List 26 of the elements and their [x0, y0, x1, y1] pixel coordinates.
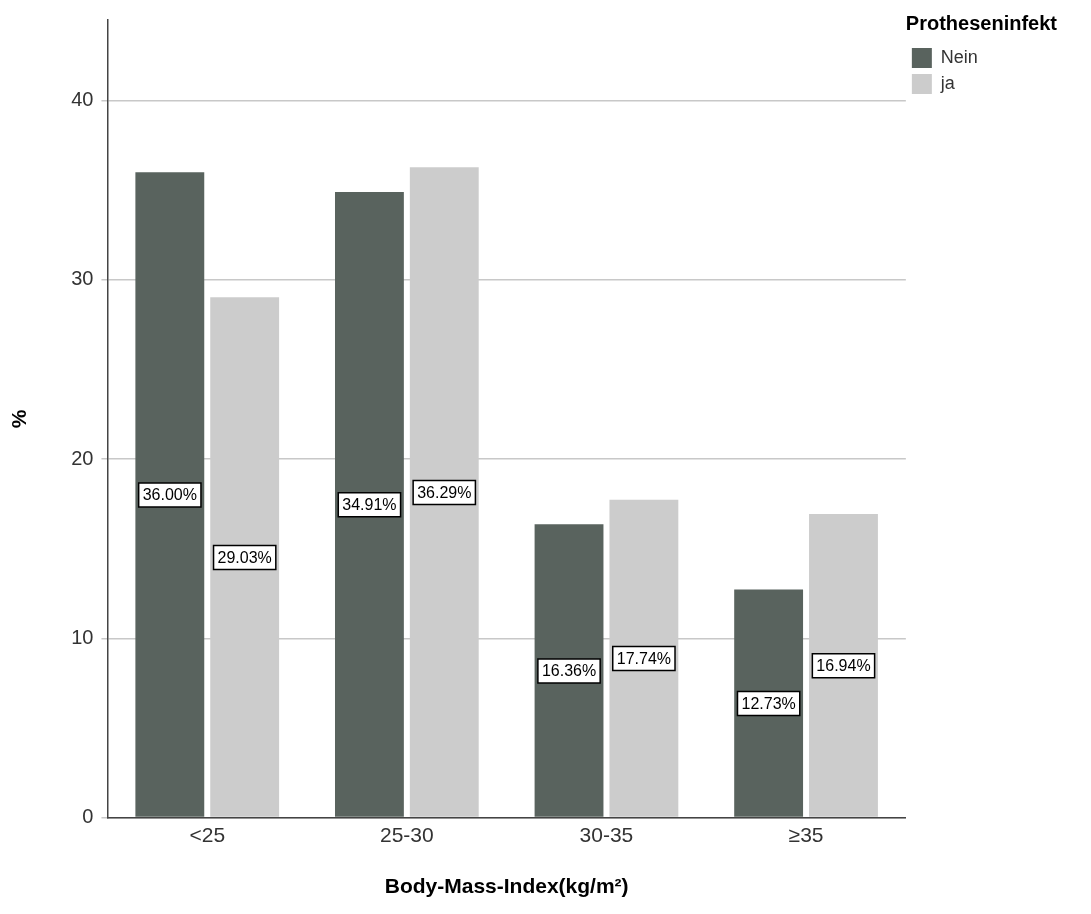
data-label: 17.74% [616, 650, 672, 668]
data-label: 34.91% [342, 496, 397, 514]
y-tick-label: 0 [82, 805, 94, 828]
data-label: 16.94% [816, 657, 871, 675]
x-tick-label: 30-35 [579, 823, 634, 846]
data-label: 36.29% [417, 483, 472, 501]
data-label: 12.73% [741, 694, 796, 712]
x-axis-title: Body-Mass-Index(kg/m²) [384, 874, 629, 898]
y-tick-label: 30 [71, 267, 94, 290]
bar [534, 524, 604, 817]
legend-label: Nein [940, 46, 978, 67]
data-label: 36.00% [142, 486, 197, 504]
legend-title: Protheseninfekt [905, 11, 1058, 34]
y-axis-title: % [7, 409, 31, 429]
y-tick-label: 40 [71, 88, 94, 111]
x-tick-label: 25-30 [379, 823, 434, 846]
bar [135, 172, 205, 817]
bar [734, 589, 804, 817]
x-tick-label: ≥35 [788, 823, 824, 846]
bar [334, 191, 404, 817]
x-tick-label: <25 [189, 823, 226, 846]
legend-label: ja [939, 72, 956, 93]
y-tick-label: 10 [71, 625, 94, 648]
y-tick-label: 20 [71, 446, 94, 469]
data-label: 29.03% [217, 548, 272, 566]
data-label: 16.36% [541, 662, 597, 680]
